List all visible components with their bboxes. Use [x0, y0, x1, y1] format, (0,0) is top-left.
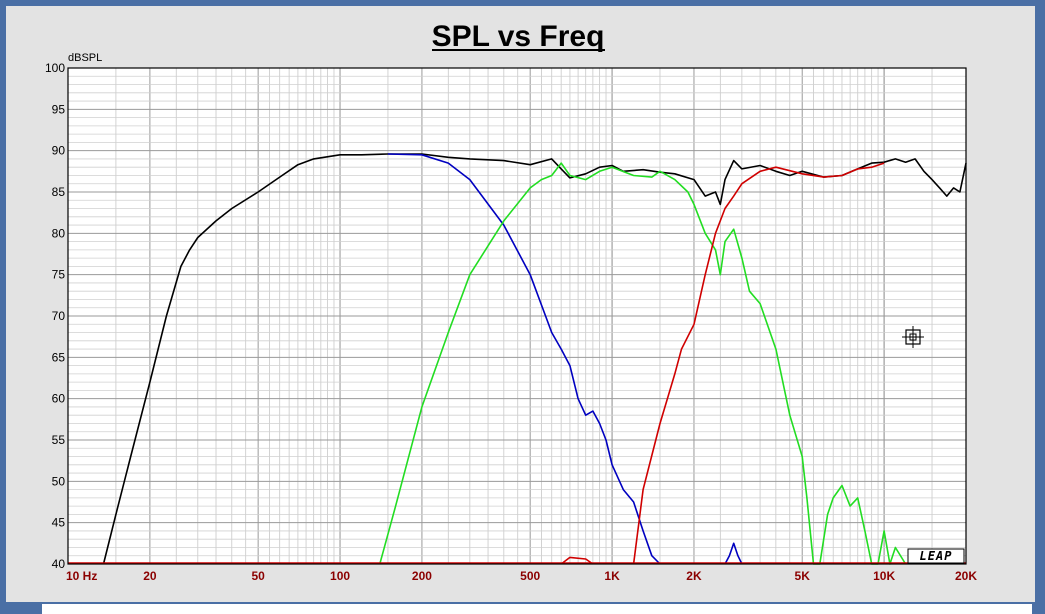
- y-tick-label: 40: [52, 557, 66, 571]
- x-tick-label: 200: [412, 569, 432, 583]
- x-tick-label: 500: [520, 569, 540, 583]
- bottom-strip: [42, 604, 1032, 614]
- x-tick-label: 2K: [686, 569, 702, 583]
- y-tick-label: 50: [52, 474, 66, 488]
- series-line: [724, 542, 743, 565]
- y-tick-label: 90: [52, 144, 66, 158]
- x-tick-label: 100: [330, 569, 350, 583]
- y-tick-label: 80: [52, 226, 66, 240]
- series-line: [387, 153, 661, 565]
- watermark-label: LEAP: [920, 549, 953, 563]
- y-axis-label: dBSPL: [68, 52, 102, 64]
- watermark-box: [907, 548, 965, 564]
- series-line: [632, 162, 885, 565]
- x-tick-label: 20: [143, 569, 157, 583]
- y-tick-label: 65: [52, 350, 66, 364]
- crosshair-cursor-icon[interactable]: [902, 326, 924, 348]
- plot-border: [67, 67, 967, 565]
- x-tick-label: 50: [251, 569, 265, 583]
- y-tick-label: 45: [52, 516, 66, 530]
- x-tick-label: 1K: [604, 569, 620, 583]
- y-tick-label: 70: [52, 309, 66, 323]
- y-tick-label: 60: [52, 392, 66, 406]
- x-tick-label: 20K: [955, 569, 977, 583]
- y-tick-label: 75: [52, 268, 66, 282]
- x-tick-label: 5K: [795, 569, 811, 583]
- series-line: [560, 556, 594, 565]
- y-tick-label: 55: [52, 433, 66, 447]
- chart-title: SPL vs Freq: [432, 20, 605, 53]
- y-tick-label: 100: [45, 61, 65, 75]
- y-tick-label: 85: [52, 185, 66, 199]
- x-tick-label: 10 Hz: [66, 569, 97, 583]
- series-line: [102, 153, 967, 565]
- y-tick-label: 95: [52, 102, 66, 116]
- x-tick-label: 10K: [873, 569, 895, 583]
- series-line: [379, 162, 907, 565]
